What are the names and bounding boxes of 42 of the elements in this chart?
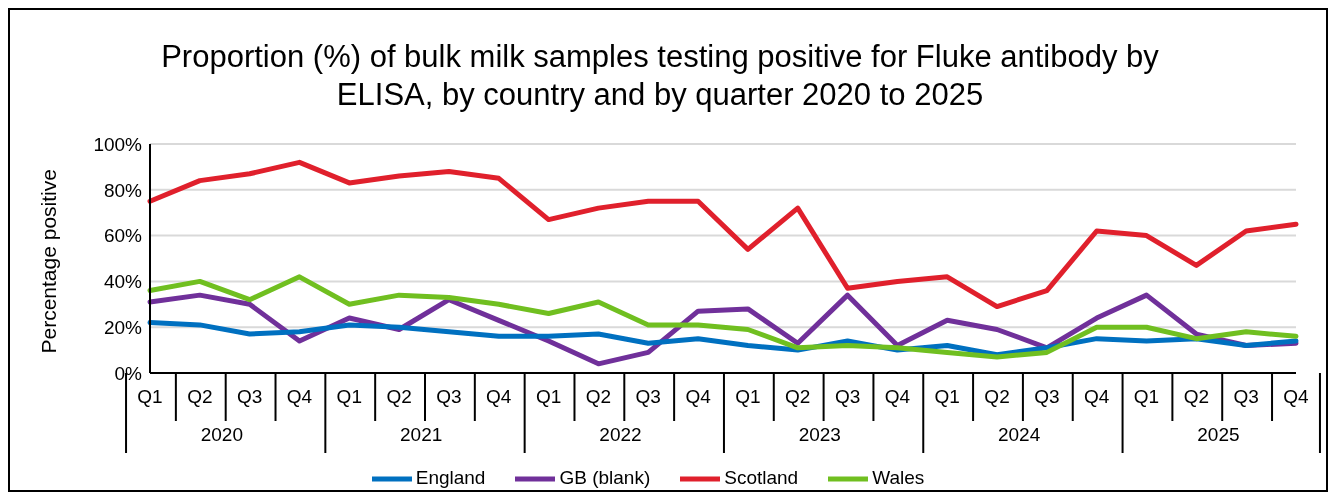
- x-tick-label: Q1: [535, 386, 562, 407]
- y-tick-label: 0%: [114, 362, 143, 384]
- legend-label: GB (blank): [559, 467, 651, 489]
- legend-label: Scotland: [724, 467, 799, 489]
- legend-label: England: [415, 467, 486, 489]
- text: 2023: [798, 424, 841, 445]
- x-tick-label: Q1: [137, 386, 163, 407]
- x-tick-label: Q1: [735, 386, 761, 407]
- y-axis-title: Percentage positive: [37, 169, 61, 354]
- y-tick-label: 60%: [103, 225, 143, 247]
- x-tick-label: Q2: [386, 386, 412, 407]
- y-tick-label: 80%: [103, 179, 143, 201]
- x-tick-label: Q3: [236, 386, 263, 407]
- x-tick-label: Q2: [984, 386, 1010, 407]
- x-tick-label: Q4: [685, 386, 712, 407]
- y-tick-label: 20%: [103, 316, 143, 338]
- x-tick-label: Q2: [585, 386, 612, 407]
- text: 2025: [1197, 424, 1240, 445]
- text: 2021: [400, 424, 443, 445]
- x-tick-label: Q4: [1283, 386, 1310, 407]
- x-tick-label: Q2: [1183, 386, 1210, 407]
- x-tick-label: Q1: [336, 386, 362, 407]
- x-tick-label: Q3: [1034, 386, 1060, 407]
- x-tick-label: Q3: [436, 386, 462, 407]
- x-tick-label: Q3: [635, 386, 661, 407]
- x-tick-label: Q1: [1133, 386, 1160, 407]
- chart-title: Proportion (%) of bulk milk samples testing positive for Fluke antibody by ELISA, by country and by quarter 2020 to 2025: [160, 38, 1160, 114]
- legend-label: Wales: [872, 467, 925, 489]
- x-tick-label: Q2: [187, 386, 213, 407]
- x-tick-label: Q4: [1084, 386, 1110, 407]
- y-tick-label: 40%: [103, 271, 143, 293]
- text: 2024: [997, 424, 1041, 445]
- x-tick-label: Q4: [286, 386, 313, 407]
- x-tick-label: Q1: [934, 386, 960, 407]
- text: 2020: [200, 424, 244, 445]
- x-tick-label: Q2: [785, 386, 811, 407]
- x-tick-label: Q3: [834, 386, 861, 407]
- text: 2022: [599, 424, 642, 445]
- x-tick-label: Q3: [1233, 386, 1259, 407]
- y-tick-label: 100%: [93, 133, 143, 155]
- x-tick-label: Q4: [884, 386, 911, 407]
- x-tick-label: Q4: [486, 386, 512, 407]
